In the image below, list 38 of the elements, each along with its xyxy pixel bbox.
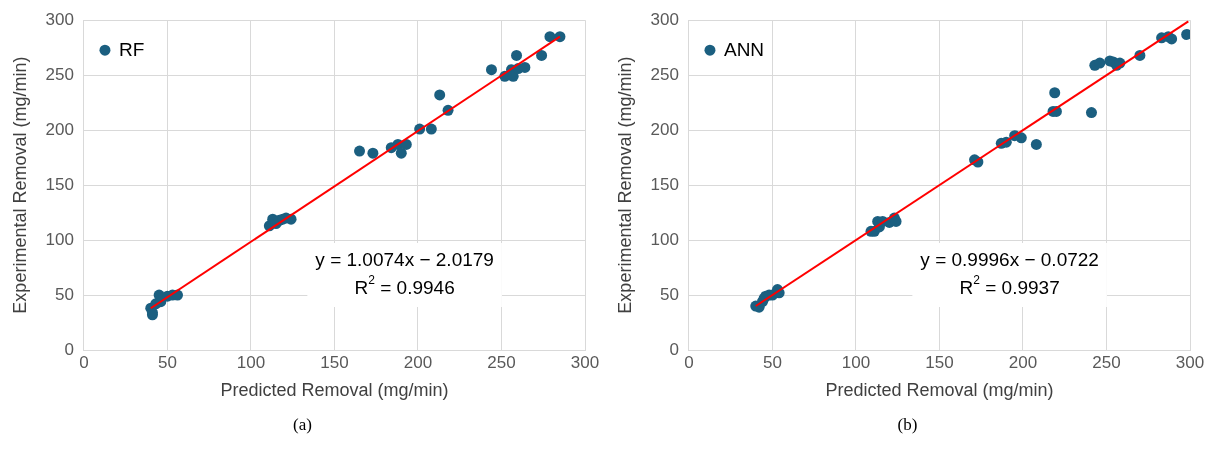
- x-tick-label: 250: [487, 352, 516, 372]
- x-tick-label: 300: [570, 352, 600, 372]
- y-tick-label: 100: [650, 229, 679, 249]
- x-tick-label: 250: [1092, 352, 1121, 372]
- x-tick-label: 200: [1008, 352, 1038, 372]
- y-tick-label: 150: [650, 174, 679, 194]
- y-tick-label: 150: [45, 174, 74, 194]
- legend-label: ANN: [723, 39, 765, 61]
- y-tick-label: 300: [650, 9, 679, 29]
- x-tick-label: 50: [158, 352, 177, 372]
- y-tick-label: 250: [45, 64, 74, 84]
- y-tick-label: 100: [45, 229, 74, 249]
- text: (a): [292, 414, 313, 436]
- x-axis-title: Predicted Removal (mg/min): [825, 380, 1054, 401]
- y-tick-label: 200: [650, 119, 679, 139]
- y-axis-title: Experimental Removal (mg/min): [9, 56, 30, 314]
- y-axis-title: Experimental Removal (mg/min): [614, 56, 635, 314]
- x-tick-label: 150: [925, 352, 954, 372]
- x-tick-label: 100: [236, 352, 266, 372]
- x-tick-label: 0: [79, 352, 89, 372]
- y-tick-label: 0: [669, 339, 679, 359]
- annotation: y = 0.9996x − 0.0722: [920, 249, 1099, 271]
- x-tick-label: 150: [320, 352, 349, 372]
- x-tick-label: 50: [763, 352, 782, 372]
- legend-label: RF: [118, 39, 145, 61]
- annotation: y = 1.0074x − 2.0179: [315, 249, 494, 271]
- y-tick-label: 250: [650, 64, 679, 84]
- x-tick-label: 100: [841, 352, 871, 372]
- y-tick-label: 50: [660, 284, 679, 304]
- x-tick-label: 300: [1175, 352, 1205, 372]
- y-tick-label: 300: [45, 9, 74, 29]
- y-tick-label: 0: [64, 339, 74, 359]
- y-tick-label: 200: [45, 119, 74, 139]
- y-tick-label: 50: [55, 284, 74, 304]
- x-tick-label: 200: [403, 352, 433, 372]
- x-axis-title: Predicted Removal (mg/min): [220, 380, 449, 401]
- x-tick-label: 0: [684, 352, 694, 372]
- text: (b): [896, 414, 919, 436]
